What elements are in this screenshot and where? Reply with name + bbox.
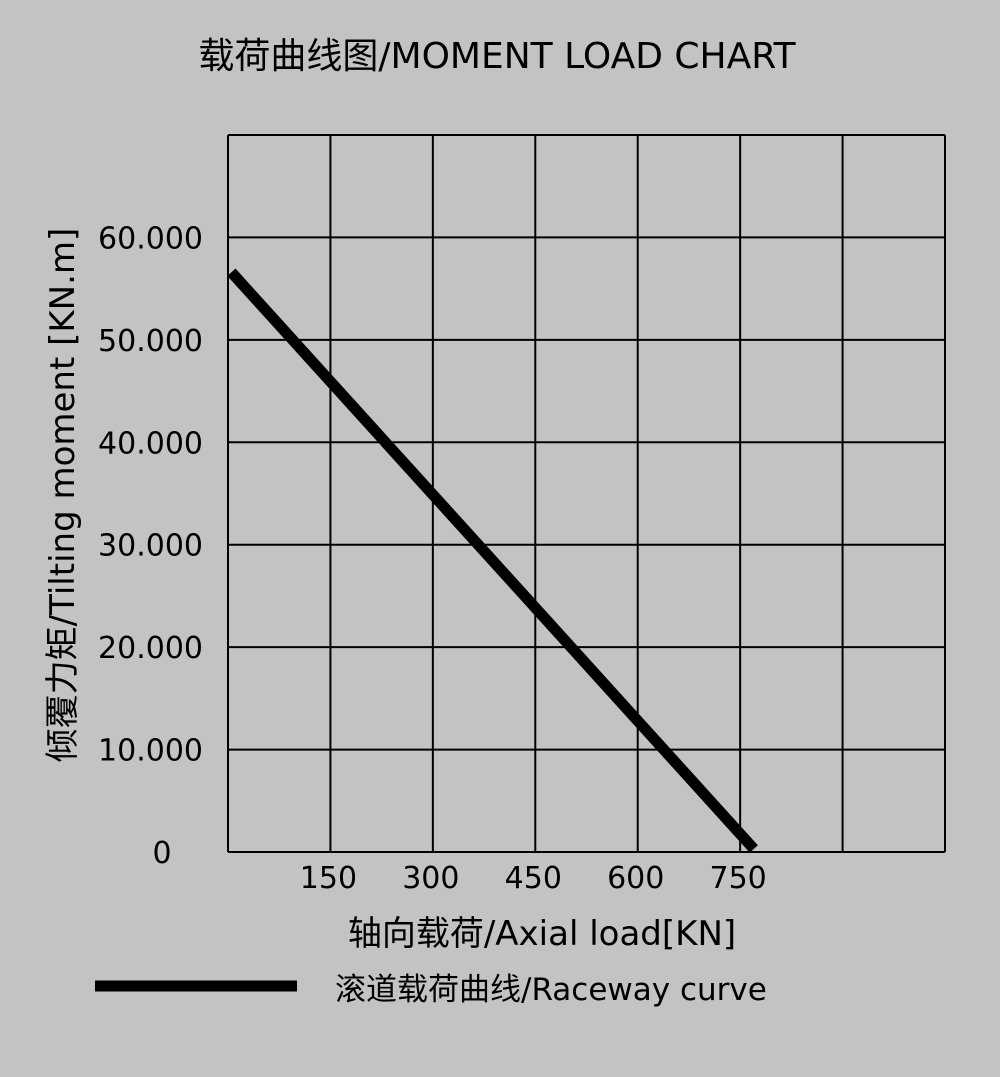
x-tick-label: 750 bbox=[710, 861, 767, 896]
chart-title: 载荷曲线图/MOMENT LOAD CHART bbox=[198, 36, 796, 77]
y-tick-label: 0 bbox=[152, 836, 171, 871]
x-tick-label: 300 bbox=[402, 861, 459, 896]
series-group bbox=[227, 268, 758, 853]
x-tick-label: 150 bbox=[300, 861, 357, 896]
y-axis-label: 倾覆力矩/Tilting moment [KN.m] bbox=[43, 228, 83, 763]
x-tick-labels: 150 300 450 600 750 bbox=[300, 861, 767, 896]
y-tick-labels: 0 10.000 20.000 30.000 40.000 50.000 60.000 bbox=[98, 221, 203, 871]
y-tick-label: 20.000 bbox=[98, 631, 203, 666]
y-tick-label: 50.000 bbox=[98, 324, 203, 359]
raceway-curve-line bbox=[227, 268, 758, 853]
y-tick-label: 60.000 bbox=[98, 221, 203, 256]
y-tick-label: 30.000 bbox=[98, 529, 203, 564]
x-tick-label: 450 bbox=[505, 861, 562, 896]
x-tick-label: 600 bbox=[607, 861, 664, 896]
y-tick-label: 40.000 bbox=[98, 426, 203, 461]
x-axis-label: 轴向载荷/Axial load[KN] bbox=[348, 914, 736, 954]
grid bbox=[227, 134, 946, 853]
y-tick-label: 10.000 bbox=[98, 734, 203, 769]
legend-label: 滚道载荷曲线/Raceway curve bbox=[335, 972, 767, 1008]
